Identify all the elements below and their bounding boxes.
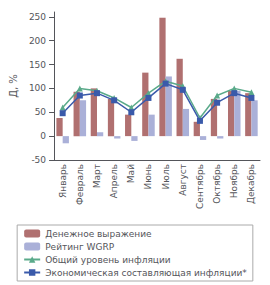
svg-text:Август: Август bbox=[178, 164, 188, 196]
svg-text:Декабрь: Декабрь bbox=[246, 164, 256, 204]
svg-text:Июль: Июль bbox=[161, 164, 171, 189]
svg-text:200: 200 bbox=[29, 36, 46, 46]
svg-text:Ноябрь: Ноябрь bbox=[229, 164, 239, 198]
svg-text:50: 50 bbox=[35, 107, 47, 117]
svg-text:Экономическая составляющая инф: Экономическая составляющая инфляции* bbox=[45, 268, 247, 278]
svg-text:Февраль: Февраль bbox=[75, 164, 85, 205]
svg-text:Общий уровень инфляции: Общий уровень инфляции bbox=[45, 255, 171, 265]
svg-text:Март: Март bbox=[92, 164, 102, 188]
svg-text:0: 0 bbox=[40, 131, 46, 141]
svg-text:Апрель: Апрель bbox=[109, 164, 119, 198]
svg-text:150: 150 bbox=[29, 60, 46, 70]
svg-text:-50: -50 bbox=[31, 155, 46, 165]
svg-text:Октябрь: Октябрь bbox=[212, 164, 222, 204]
svg-text:Д, %: Д, % bbox=[8, 74, 19, 98]
svg-text:250: 250 bbox=[29, 12, 46, 22]
svg-text:100: 100 bbox=[29, 83, 46, 93]
svg-text:Денежное выражение: Денежное выражение bbox=[45, 229, 152, 239]
svg-text:Сентябрь: Сентябрь bbox=[195, 164, 205, 209]
svg-text:Январь: Январь bbox=[58, 164, 68, 198]
svg-text:Рейтинг WGRP: Рейтинг WGRP bbox=[45, 242, 115, 252]
svg-text:Май: Май bbox=[126, 164, 136, 183]
svg-text:Июнь: Июнь bbox=[143, 164, 153, 190]
